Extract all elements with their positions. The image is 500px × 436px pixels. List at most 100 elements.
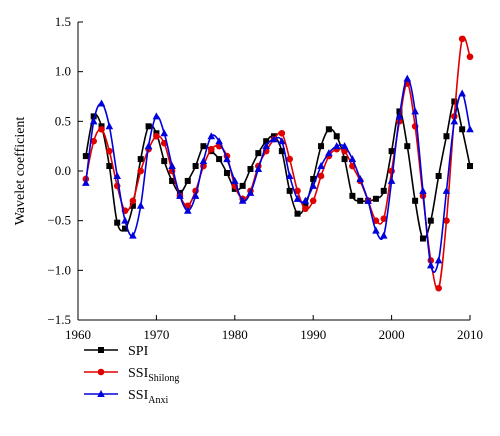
data-point-ssi-shilong [309,197,317,205]
data-point-ssi-anxi [113,171,121,179]
data-point-ssi-anxi [97,99,106,107]
data-point-spi [137,156,144,163]
data-point-spi [161,158,168,165]
data-point-spi [286,187,293,194]
data-point-spi [435,172,442,179]
legend-label: SSIAnxi [128,388,168,406]
data-point-spi [129,202,136,209]
legend-label-subscript: Anxi [148,395,168,406]
data-point-spi [90,113,97,120]
legend-label-subscript: Shilong [148,373,179,384]
data-point-ssi-shilong [184,202,192,210]
legend-marker [97,390,105,397]
data-point-spi [427,217,434,224]
legend-item-spi: SPI [84,344,149,359]
data-point-ssi-anxi [340,142,349,150]
data-point-ssi-anxi [144,142,153,150]
legend-label-main: SSI [128,366,149,381]
data-point-ssi-anxi [199,157,208,165]
y-tick-label: 1.0 [55,64,71,79]
data-point-spi [114,219,121,226]
x-tick-label: 1960 [65,327,91,342]
data-point-spi [451,98,458,105]
data-point-spi [412,197,419,204]
data-point-spi [467,163,473,170]
data-point-ssi-anxi [442,186,451,194]
data-point-ssi-shilong [98,125,105,133]
series-ssi-shilong [82,35,474,292]
data-point-spi [200,143,207,150]
x-tick-label: 1990 [300,327,326,342]
series-line-ssi-shilong [85,35,471,291]
data-point-ssi-shilong [153,132,160,140]
data-point-ssi-shilong [466,53,474,61]
y-tick-label: −1.5 [47,312,71,327]
data-point-spi [216,156,223,163]
legend-marker [98,347,104,353]
data-point-ssi-shilong [302,205,309,213]
x-tick-label: 1980 [222,327,248,342]
data-point-ssi-anxi [121,216,129,224]
data-point-spi [223,169,230,176]
data-point-ssi-shilong [90,137,97,145]
x-tick-label: 2000 [379,327,405,342]
series-ssi-anxi [82,74,474,273]
data-point-ssi-anxi [332,142,341,150]
data-point-ssi-shilong [106,147,113,155]
data-point-spi [145,123,152,130]
y-tick-label: −0.5 [47,213,71,228]
data-point-spi [255,150,262,157]
data-point-spi [294,210,301,217]
data-point-ssi-anxi [168,162,176,170]
data-point-ssi-shilong [443,217,450,224]
data-point-spi [169,177,176,184]
data-point-ssi-anxi [207,132,216,140]
data-point-spi [247,166,254,173]
data-point-ssi-shilong [317,172,325,180]
data-point-ssi-anxi [293,194,302,202]
data-point-ssi-anxi [379,231,388,239]
legend-item-ssi-anxi: SSIAnxi [84,388,168,406]
data-point-spi [341,156,348,163]
data-point-spi [106,163,113,170]
data-point-ssi-anxi [262,142,270,150]
data-point-ssi-anxi [215,137,223,145]
data-point-ssi-anxi [183,206,192,214]
data-point-ssi-anxi [387,176,396,184]
data-point-ssi-anxi [348,155,357,163]
y-tick-label: −1.0 [47,262,71,277]
x-tick-label: 2010 [457,327,483,342]
data-point-spi [82,153,89,160]
data-point-ssi-anxi [82,178,90,186]
data-point-ssi-anxi [231,176,239,184]
data-point-ssi-anxi [309,181,317,189]
data-point-spi [388,148,395,155]
ticks: −1.5 −1.0 −0.5 0.0 0.5 1.0 1.5 1960 1970 1980 1990… [47,14,483,342]
data-point-ssi-anxi [411,107,419,115]
data-point-ssi-anxi [427,261,435,269]
data-point-ssi-shilong [129,197,137,205]
data-point-ssi-anxi [458,89,466,97]
data-point-spi [443,133,450,140]
data-point-ssi-anxi [466,125,474,133]
data-point-ssi-anxi [356,174,365,182]
data-point-ssi-anxi [285,171,294,179]
data-point-ssi-anxi [105,122,114,130]
data-point-ssi-anxi [89,117,98,125]
y-tick-label: 0.5 [55,113,71,128]
legend-item-ssi-shilong: SSIShilong [84,366,179,384]
data-point-spi [357,197,364,204]
data-point-ssi-shilong [137,167,145,175]
data-point-spi [239,182,246,189]
data-point-ssi-anxi [278,137,286,145]
y-tick-label: 1.5 [55,14,71,29]
data-point-spi [310,175,317,182]
series-layer [82,35,474,292]
data-point-ssi-anxi [301,196,310,204]
data-point-ssi-anxi [246,188,255,196]
data-point-ssi-shilong [278,129,286,137]
data-point-spi [192,163,199,170]
data-point-ssi-anxi [152,112,161,120]
